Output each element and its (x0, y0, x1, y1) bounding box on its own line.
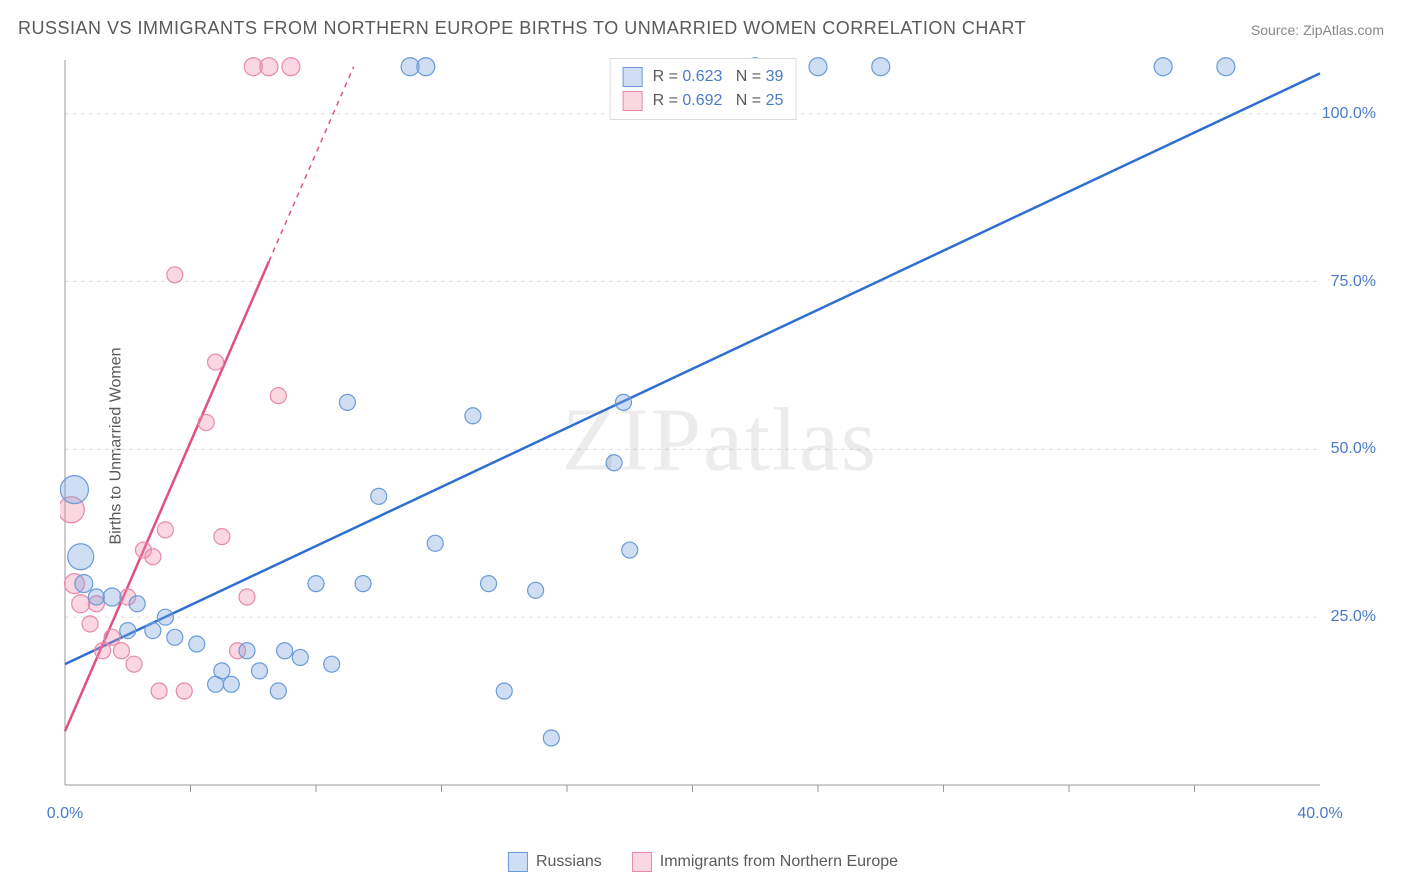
legend-stats: R = 0.692 N = 25 (653, 92, 784, 110)
y-tick-label: 75.0% (1331, 273, 1376, 291)
chart-title: RUSSIAN VS IMMIGRANTS FROM NORTHERN EURO… (18, 18, 1026, 39)
legend-label: Russians (536, 853, 602, 871)
scatter-plot-svg (60, 55, 1380, 825)
legend-swatch (508, 852, 528, 872)
correlation-legend: R = 0.623 N = 39 R = 0.692 N = 25 (610, 58, 797, 120)
legend-swatch (623, 67, 643, 87)
series-legend: Russians Immigrants from Northern Europe (508, 852, 898, 872)
y-tick-label: 25.0% (1331, 608, 1376, 626)
legend-row: R = 0.623 N = 39 (623, 65, 784, 89)
legend-swatch (623, 91, 643, 111)
legend-row: R = 0.692 N = 25 (623, 89, 784, 113)
source-attribution: Source: ZipAtlas.com (1251, 22, 1384, 38)
chart-area: ZIPatlas 25.0%50.0%75.0%100.0% 0.0%40.0% (60, 55, 1380, 825)
y-tick-label: 50.0% (1331, 440, 1376, 458)
legend-swatch (632, 852, 652, 872)
legend-item: Immigrants from Northern Europe (632, 852, 898, 872)
x-tick-label: 0.0% (47, 805, 83, 823)
legend-item: Russians (508, 852, 602, 872)
legend-stats: R = 0.623 N = 39 (653, 68, 784, 86)
y-tick-label: 100.0% (1322, 105, 1376, 123)
x-tick-label: 40.0% (1297, 805, 1342, 823)
legend-label: Immigrants from Northern Europe (660, 853, 898, 871)
